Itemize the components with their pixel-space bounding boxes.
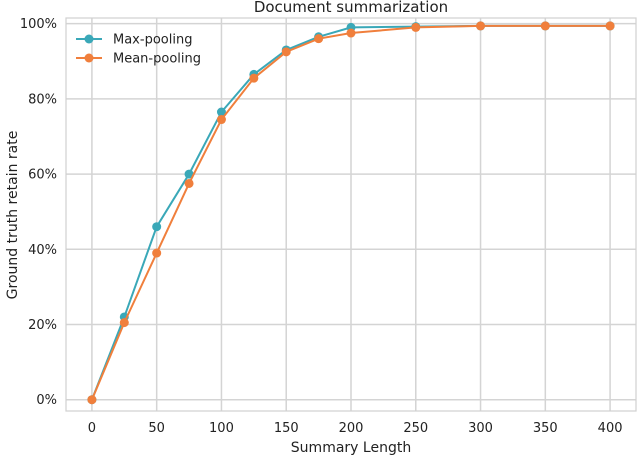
data-point bbox=[152, 248, 162, 258]
legend-marker bbox=[84, 53, 94, 63]
grid bbox=[66, 18, 636, 411]
data-point bbox=[216, 115, 226, 125]
x-tick-label: 400 bbox=[598, 421, 623, 436]
x-tick-label: 0 bbox=[88, 421, 96, 436]
plot-frame bbox=[65, 17, 637, 412]
tick-labels: 0 50 100 150 200 250 300 350 400 0% 20% 40% 60% 80% 10… bbox=[20, 17, 623, 436]
data-point bbox=[184, 178, 194, 188]
chart-title: Document summarization bbox=[254, 0, 448, 16]
legend-item: Max-pooling bbox=[76, 33, 192, 48]
y-tick-label: 40% bbox=[28, 243, 57, 258]
data-point bbox=[216, 107, 226, 117]
x-tick-label: 350 bbox=[533, 421, 558, 436]
data-point bbox=[540, 21, 550, 31]
data-point bbox=[281, 47, 291, 57]
series-layer bbox=[87, 21, 615, 405]
x-tick-label: 200 bbox=[339, 421, 364, 436]
data-point bbox=[314, 34, 324, 44]
x-axis-title: Summary Length bbox=[291, 440, 411, 455]
data-point bbox=[605, 21, 615, 31]
x-tick-label: 250 bbox=[403, 421, 428, 436]
x-tick-label: 150 bbox=[274, 421, 299, 436]
y-tick-label: 20% bbox=[28, 318, 57, 333]
data-point bbox=[184, 169, 194, 179]
y-tick-label: 100% bbox=[20, 17, 57, 32]
x-tick-label: 100 bbox=[209, 421, 234, 436]
data-point bbox=[411, 22, 421, 32]
data-point bbox=[152, 222, 162, 232]
data-point bbox=[346, 28, 356, 38]
x-tick-label: 300 bbox=[468, 421, 493, 436]
data-point bbox=[119, 318, 129, 328]
y-tick-label: 60% bbox=[28, 168, 57, 183]
data-point bbox=[249, 73, 259, 83]
data-point bbox=[476, 21, 486, 31]
data-point bbox=[87, 395, 97, 405]
legend-label: Mean-pooling bbox=[113, 52, 201, 67]
x-tick-label: 50 bbox=[148, 421, 165, 436]
legend-label: Max-pooling bbox=[113, 33, 192, 48]
y-tick-label: 80% bbox=[28, 92, 57, 107]
legend-marker bbox=[84, 34, 94, 44]
legend: Max-pooling Mean-pooling bbox=[76, 33, 201, 67]
series-mean-pooling bbox=[87, 21, 615, 405]
legend-item: Mean-pooling bbox=[76, 52, 201, 67]
y-axis-title: Ground truth retain rate bbox=[5, 131, 21, 300]
y-tick-label: 0% bbox=[36, 393, 57, 408]
